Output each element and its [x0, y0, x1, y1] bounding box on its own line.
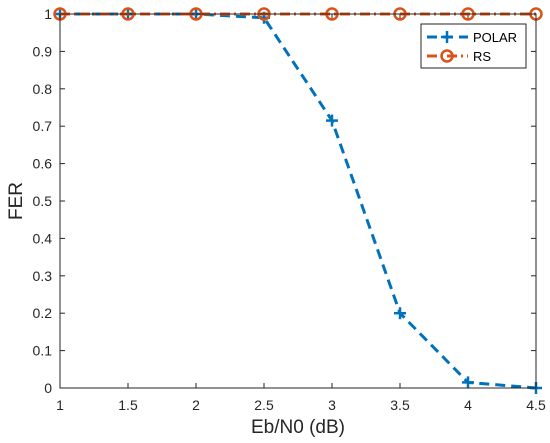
legend-items: POLAR RS — [427, 30, 517, 64]
y-tick-label: 0.7 — [33, 118, 53, 134]
y-tick-label: 0 — [44, 380, 52, 396]
legend-item-rs: RS — [427, 49, 491, 64]
y-tick-label: 0.5 — [33, 193, 53, 209]
y-axis-ticks: 0 0.1 0.2 0.3 0.4 0.5 0.6 0.7 0.8 0.9 1 — [33, 6, 536, 396]
legend-label: POLAR — [473, 30, 517, 45]
y-tick-label: 0.9 — [33, 43, 53, 59]
plot-area-background — [60, 14, 536, 388]
x-tick-label: 1 — [56, 397, 64, 413]
x-tick-label: 2 — [192, 397, 200, 413]
data-point-polar — [326, 114, 338, 127]
x-tick-label: 3.5 — [390, 397, 410, 413]
y-axis-title: FER — [6, 182, 27, 220]
legend-marker — [440, 49, 454, 63]
x-axis-title: Eb/N0 (dB) — [251, 417, 345, 438]
legend-marker — [441, 31, 453, 43]
data-point-polar — [394, 307, 406, 320]
x-tick-label: 3 — [328, 397, 336, 413]
legend: POLAR RS — [420, 23, 527, 69]
legend-label: RS — [473, 49, 491, 64]
data-point-polar — [462, 376, 474, 389]
legend-item-polar: POLAR — [427, 30, 517, 45]
plot-area-frame — [59, 13, 537, 389]
y-tick-label: 1 — [44, 6, 52, 22]
y-tick-label: 0.2 — [33, 305, 53, 321]
x-tick-label: 1.5 — [118, 397, 138, 413]
x-tick-label: 2.5 — [254, 397, 274, 413]
x-tick-label: 4.5 — [526, 397, 546, 413]
legend-box — [420, 23, 527, 69]
series-line-polar — [60, 12, 537, 390]
y-tick-label: 0.6 — [33, 156, 53, 172]
y-tick-label: 0.1 — [33, 343, 53, 359]
y-tick-label: 0.3 — [33, 268, 53, 284]
y-tick-label: 0.4 — [33, 230, 53, 246]
y-tick-label: 0.8 — [33, 81, 53, 97]
x-tick-label: 4 — [464, 397, 472, 413]
